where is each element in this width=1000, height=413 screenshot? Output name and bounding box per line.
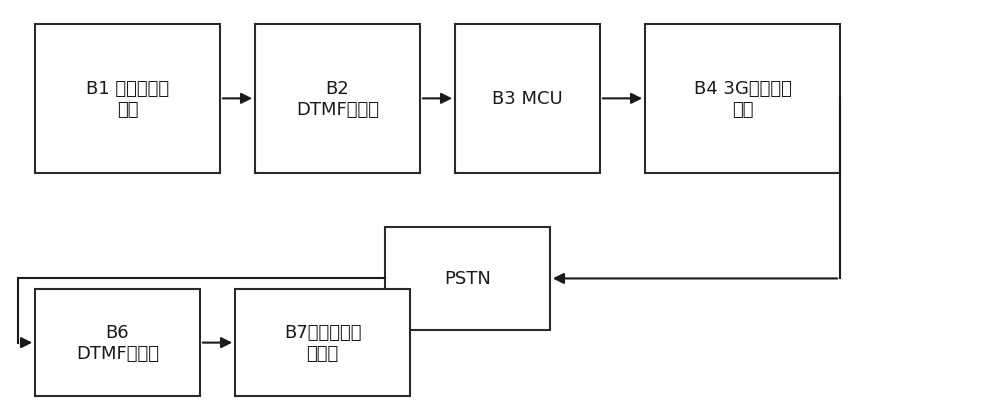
Text: B6
DTMF解码器: B6 DTMF解码器 (76, 323, 159, 362)
Bar (35, 289, 200, 396)
Bar (645, 25, 840, 173)
Text: B4 3G无线通信
模块: B4 3G无线通信 模块 (694, 80, 791, 119)
Bar (35, 25, 220, 173)
Bar (235, 289, 410, 396)
Text: B2
DTMF编码器: B2 DTMF编码器 (296, 80, 379, 119)
Bar (455, 25, 600, 173)
Text: B7报警信息分
析单元: B7报警信息分 析单元 (284, 323, 361, 362)
Text: B1 报警系统控
制器: B1 报警系统控 制器 (86, 80, 169, 119)
Bar (255, 25, 420, 173)
Text: PSTN: PSTN (444, 270, 491, 288)
Text: B3 MCU: B3 MCU (492, 90, 563, 108)
Bar (385, 227, 550, 330)
